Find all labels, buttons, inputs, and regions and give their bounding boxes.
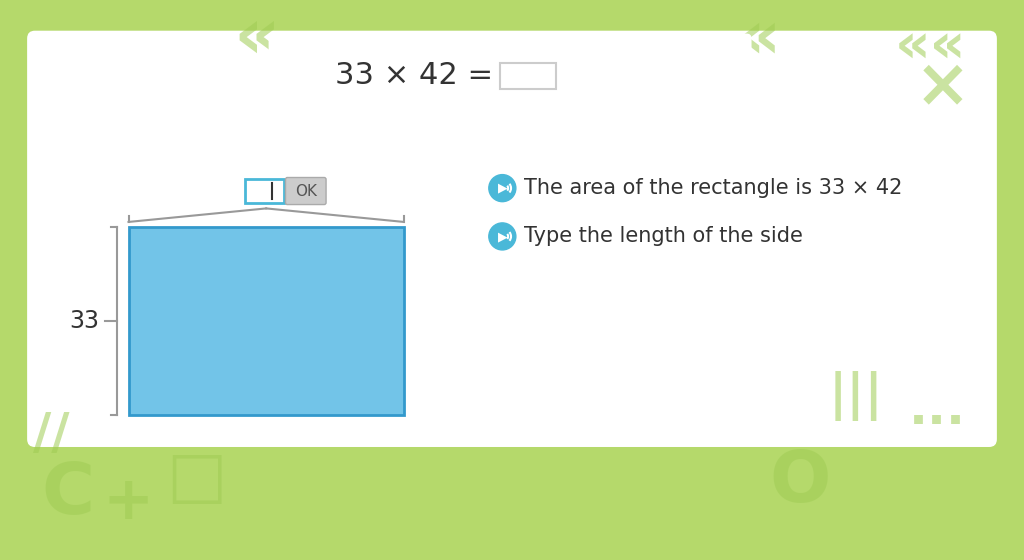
Text: ««: «« — [895, 21, 966, 75]
FancyBboxPatch shape — [268, 34, 752, 116]
Text: ×: × — [914, 54, 971, 120]
Circle shape — [488, 175, 516, 202]
Text: The area of the rectangle is 33 × 42: The area of the rectangle is 33 × 42 — [523, 178, 902, 198]
Text: +: + — [103, 473, 155, 531]
Text: ...: ... — [908, 386, 966, 435]
Text: //: // — [33, 410, 70, 459]
Text: O: O — [769, 448, 830, 517]
Text: □: □ — [166, 447, 226, 509]
Text: 33 × 42 =: 33 × 42 = — [335, 60, 493, 90]
Text: 33: 33 — [70, 309, 99, 333]
Bar — [129, 227, 403, 415]
FancyBboxPatch shape — [27, 31, 997, 447]
FancyBboxPatch shape — [286, 178, 326, 204]
Text: C: C — [41, 460, 94, 529]
Text: ▶: ▶ — [498, 230, 507, 243]
Text: Type the length of the side: Type the length of the side — [523, 226, 803, 246]
Bar — [245, 179, 284, 203]
Text: «: « — [737, 6, 780, 72]
Bar — [501, 63, 556, 88]
Circle shape — [488, 223, 516, 250]
Text: ▶: ▶ — [498, 181, 507, 195]
Text: |||: ||| — [828, 371, 884, 421]
Text: OK: OK — [295, 184, 316, 199]
Text: «: « — [233, 4, 281, 73]
